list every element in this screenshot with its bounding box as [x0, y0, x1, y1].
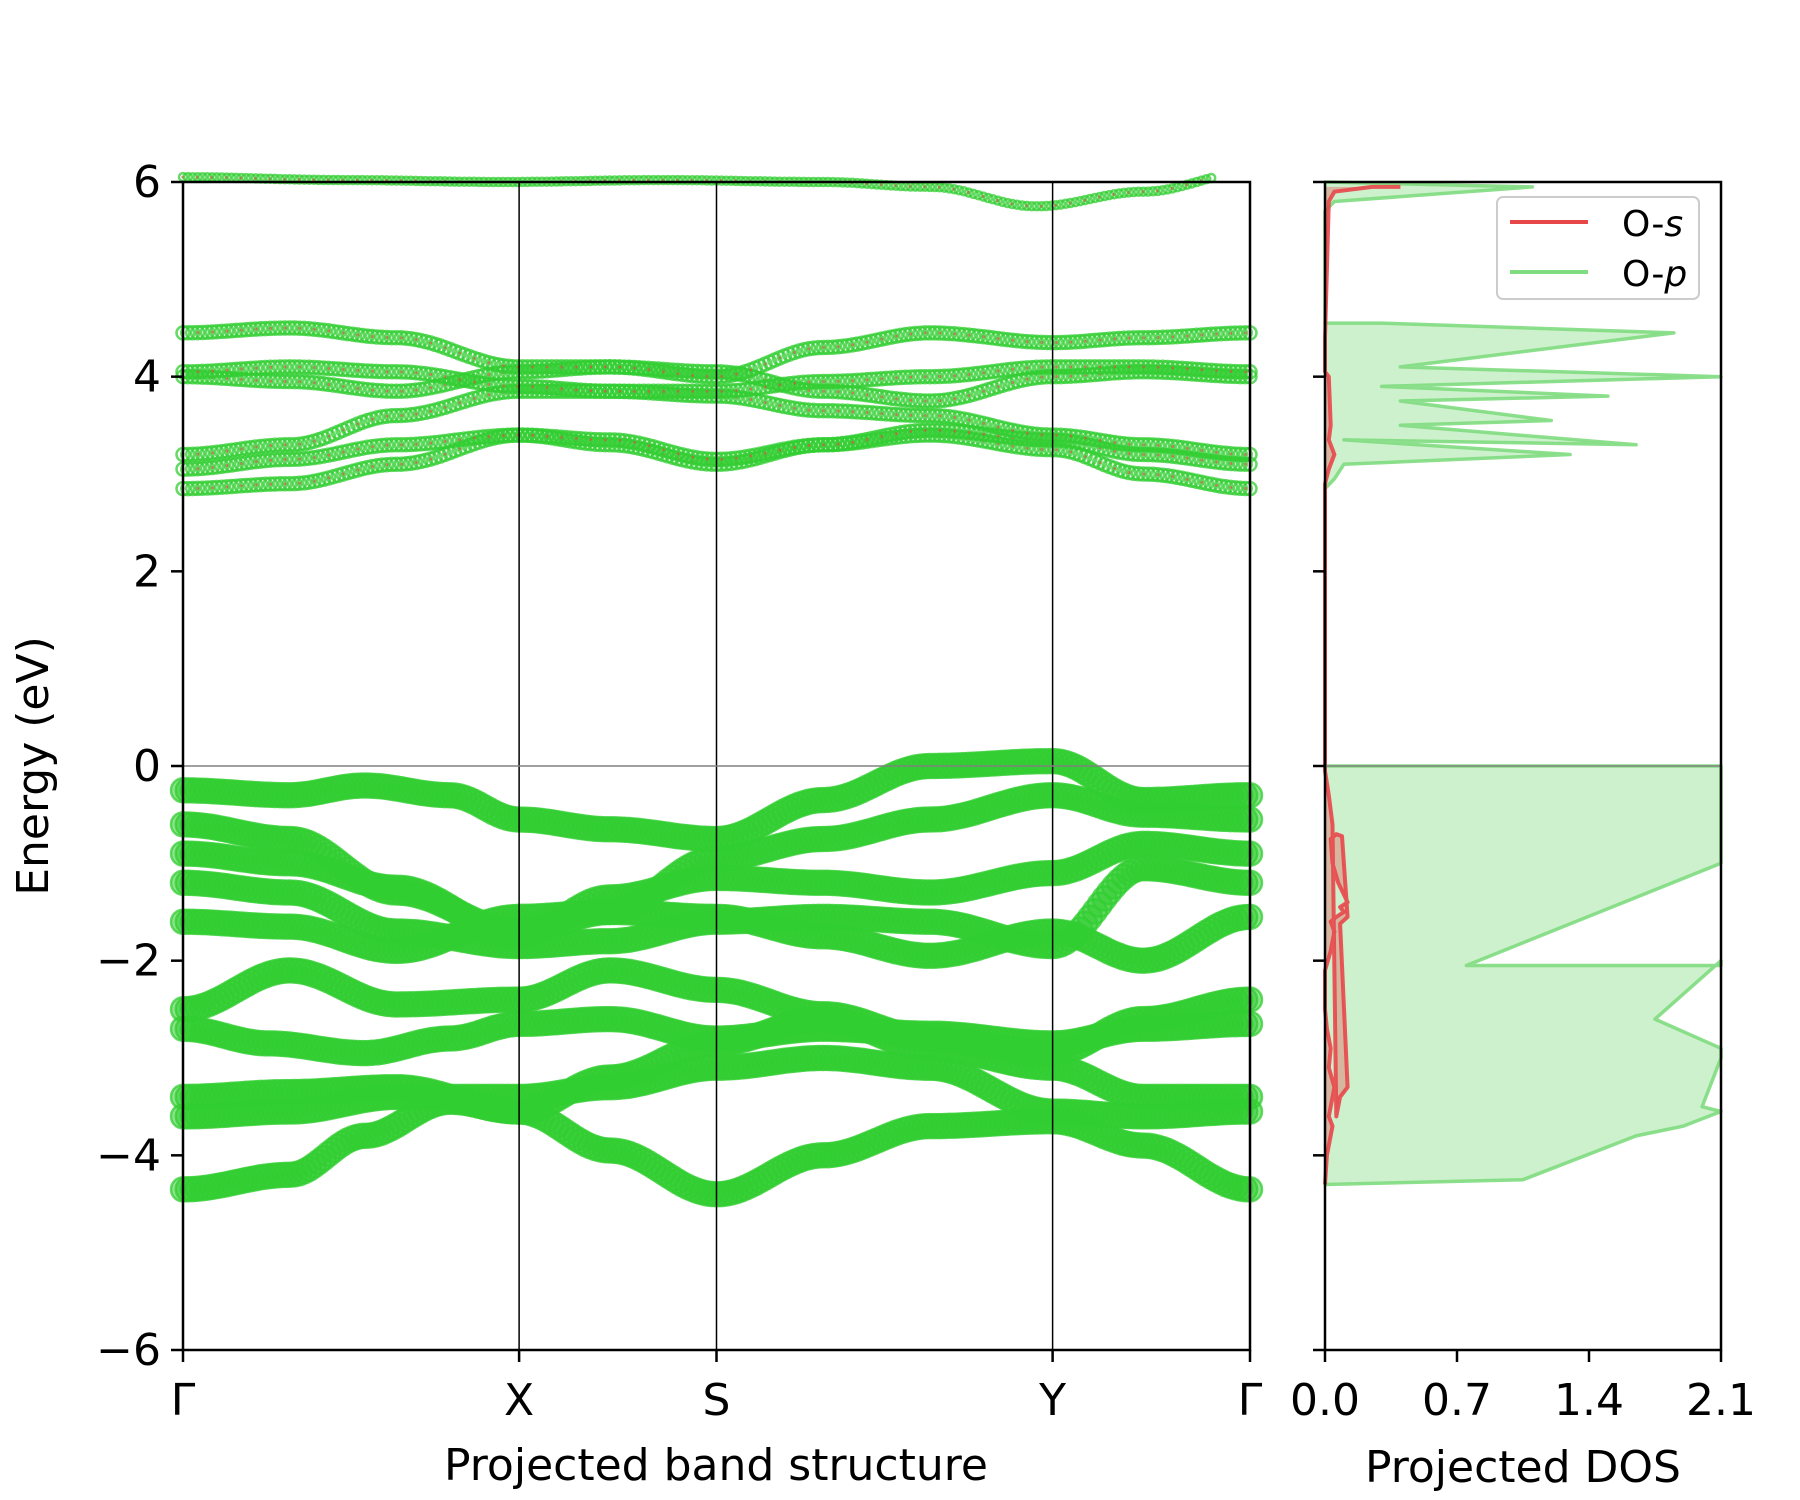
- dos-tick-label: 2.1: [1686, 1375, 1756, 1426]
- band-v5: [169, 957, 1264, 1067]
- kpoint-label: Γ: [171, 1375, 196, 1426]
- kpoint-label: X: [504, 1375, 534, 1426]
- dos-tick-label: 0.0: [1290, 1375, 1360, 1426]
- legend: O-s O-p: [1496, 196, 1700, 300]
- dos-tick-label: 0.7: [1422, 1375, 1492, 1426]
- dos-panel: 0.0 0.7 1.4 2.1 Projected DOS O-s O-p: [1290, 180, 1756, 1493]
- kpoint-label: Y: [1038, 1375, 1066, 1426]
- dos-axis-ticks: 0.0 0.7 1.4 2.1: [1290, 1350, 1756, 1426]
- legend-label-op: O-p: [1622, 254, 1687, 295]
- dos-tick-label: 1.4: [1554, 1375, 1624, 1426]
- dos-xlabel: Projected DOS: [1365, 1442, 1681, 1493]
- energy-tick-label: −6: [96, 1325, 161, 1376]
- legend-label-os: O-s: [1622, 204, 1683, 245]
- energy-axis-ticks: 6 4 2 0 −2 −4 −6: [96, 157, 183, 1376]
- energy-tick-label: −2: [96, 936, 161, 987]
- kpoint-label: Γ: [1238, 1375, 1263, 1426]
- energy-tick-label: 0: [133, 741, 161, 792]
- band-markers: [169, 171, 1264, 1208]
- band-structure-xlabel: Projected band structure: [444, 1440, 988, 1491]
- kpoint-label: S: [703, 1375, 731, 1426]
- energy-tick-label: 6: [133, 157, 161, 208]
- band-structure-panel: 6 4 2 0 −2 −4 −6 Γ X S Y Γ Energy (eV) Projected b…: [8, 157, 1264, 1491]
- energy-tick-label: 2: [133, 546, 161, 597]
- energy-tick-label: −4: [96, 1130, 161, 1181]
- energy-tick-label: 4: [133, 352, 161, 403]
- band-v2: [169, 1044, 1264, 1130]
- energy-axis-label: Energy (eV): [8, 636, 59, 896]
